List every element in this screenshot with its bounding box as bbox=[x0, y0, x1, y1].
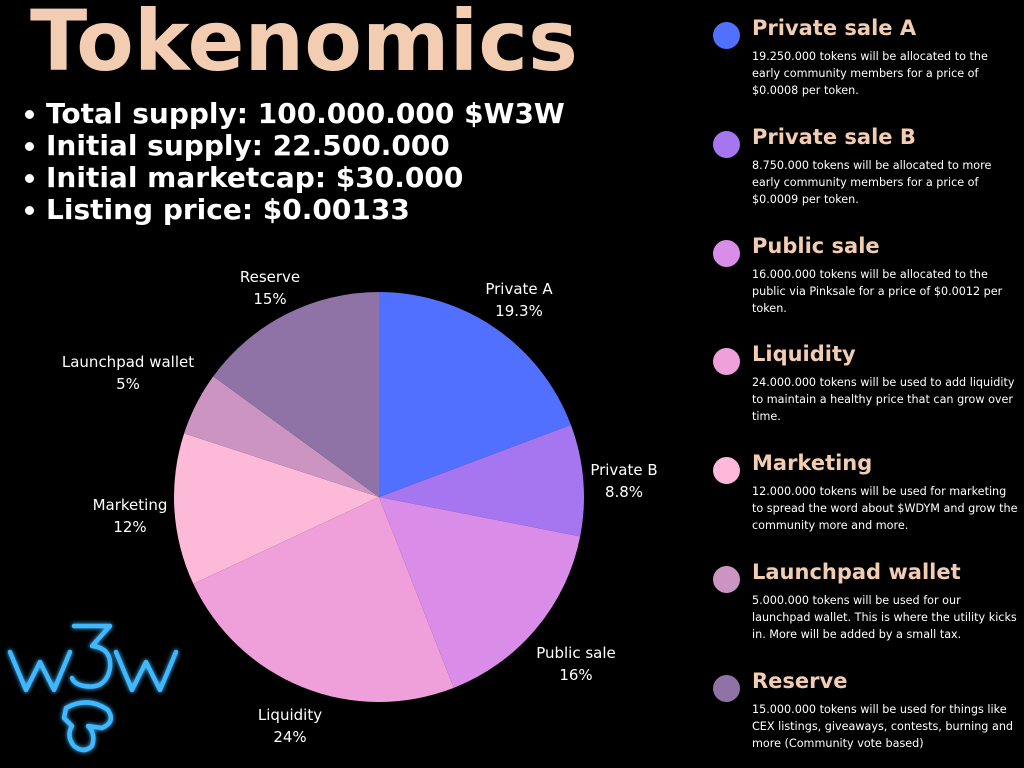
pie-slice-percent: 16% bbox=[559, 666, 592, 684]
legend-swatch-icon bbox=[713, 675, 740, 702]
legend-item-description: 5.000.000 tokens will be used for our la… bbox=[752, 594, 1017, 641]
pie-slice-percent: 24% bbox=[273, 728, 306, 746]
pie-slice-label: Reserve bbox=[240, 268, 300, 286]
fact-initial-marketcap: Initial marketcap: $30.000 bbox=[20, 162, 565, 194]
legend-item-description: 12.000.000 tokens will be used for marke… bbox=[752, 485, 1018, 532]
legend-item-name: Launchpad wallet bbox=[752, 560, 961, 584]
pie-slice-liquidity bbox=[193, 497, 454, 702]
pie-slice-percent: 8.8% bbox=[605, 483, 643, 501]
pie-slice-private-a bbox=[379, 292, 571, 497]
pie-slice-launchpad-wallet bbox=[184, 376, 379, 497]
pie-slice-reserve bbox=[213, 292, 379, 497]
pie-slice-percent: 19.3% bbox=[495, 302, 543, 320]
legend-swatch-icon bbox=[713, 457, 740, 484]
pie-slice-label: Launchpad wallet bbox=[62, 353, 194, 371]
legend-item-name: Private sale B bbox=[752, 125, 916, 149]
legend-swatch-icon bbox=[713, 566, 740, 593]
pie-slice-private-b bbox=[379, 424, 584, 537]
pie-slice-marketing bbox=[174, 433, 379, 584]
legend-swatch-icon bbox=[713, 240, 740, 267]
bullet-icon bbox=[25, 109, 34, 119]
legend-item-name: Private sale A bbox=[752, 16, 917, 40]
legend-swatch-icon bbox=[713, 348, 740, 375]
legend-item-description: 19.250.000 tokens will be allocated to t… bbox=[752, 50, 988, 97]
legend-item-description: 24.000.000 tokens will be used to add li… bbox=[752, 376, 1015, 423]
legend-swatch-icon bbox=[713, 22, 740, 49]
fact-listing-price: Listing price: $0.00133 bbox=[20, 194, 565, 226]
legend-item-description: 8.750.000 tokens will be allocated to mo… bbox=[752, 159, 992, 206]
page-title: Tokenomics bbox=[30, 0, 579, 90]
pie-slice-percent: 12% bbox=[113, 518, 146, 536]
bullet-icon bbox=[25, 205, 34, 215]
legend-item-description: 16.000.000 tokens will be allocated to t… bbox=[752, 268, 1003, 315]
fact-initial-supply: Initial supply: 22.500.000 bbox=[20, 130, 565, 162]
legend-item-name: Reserve bbox=[752, 669, 848, 693]
w3w-logo bbox=[7, 623, 179, 753]
pie-slice-label: Private B bbox=[590, 461, 657, 479]
supply-facts-list: Total supply: 100.000.000 $W3W Initial s… bbox=[20, 98, 565, 226]
legend-swatch-icon bbox=[713, 131, 740, 158]
pie-slice-label: Private A bbox=[485, 280, 553, 298]
legend-item-name: Marketing bbox=[752, 451, 873, 475]
legend-item-description: 15.000.000 tokens will be used for thing… bbox=[752, 703, 1014, 750]
pie-slice-label: Marketing bbox=[93, 496, 168, 514]
pie-slice-public-sale bbox=[379, 497, 581, 688]
pie-slice-percent: 15% bbox=[253, 290, 286, 308]
legend-item-name: Liquidity bbox=[752, 342, 856, 366]
pie-slice-label: Public sale bbox=[536, 644, 616, 662]
legend-item-name: Public sale bbox=[752, 234, 880, 258]
bullet-icon bbox=[25, 173, 34, 183]
pie-slice-label: Liquidity bbox=[258, 706, 322, 724]
pie-slice-percent: 5% bbox=[116, 375, 140, 393]
tokenomics-pie-chart: Private A 19.3% Private B 8.8% Public sale 16… bbox=[62, 268, 658, 746]
bullet-icon bbox=[25, 141, 34, 151]
fact-total-supply: Total supply: 100.000.000 $W3W bbox=[20, 98, 565, 130]
